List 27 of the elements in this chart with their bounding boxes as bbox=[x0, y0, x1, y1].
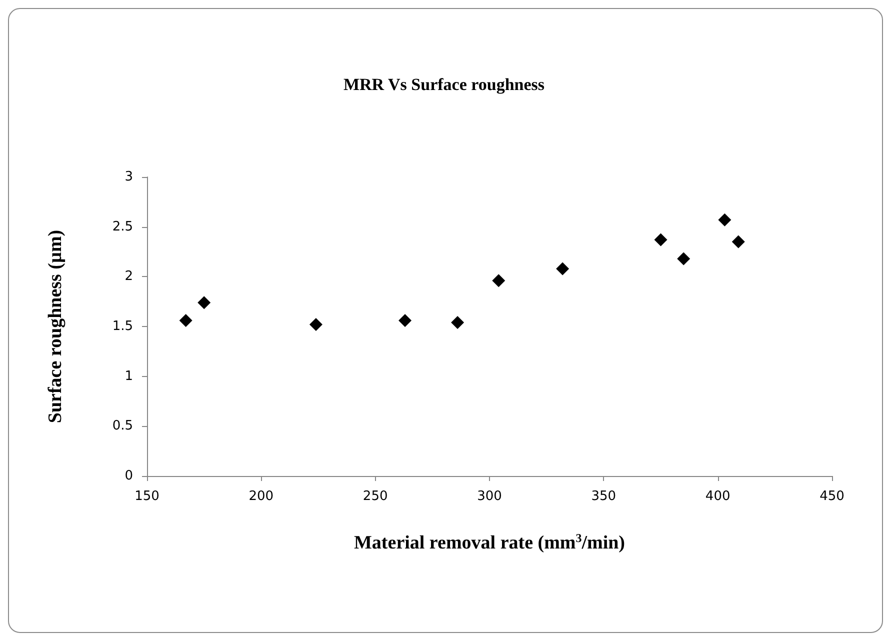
y-tick-label: 0 bbox=[124, 468, 133, 484]
point bbox=[732, 235, 745, 248]
point bbox=[654, 233, 668, 246]
point bbox=[398, 314, 412, 328]
point bbox=[556, 262, 570, 276]
y-axis-title: Surface roughness (µm) bbox=[45, 230, 66, 424]
y-tick-label: 1.5 bbox=[112, 319, 133, 334]
x-tick-label: 250 bbox=[362, 489, 388, 504]
y-tick-label: 3 bbox=[124, 170, 133, 184]
point bbox=[198, 296, 211, 310]
x-tick-label: 300 bbox=[477, 489, 502, 504]
x-tick-label: 200 bbox=[248, 489, 274, 504]
y-tick-label: 2 bbox=[124, 269, 133, 284]
point bbox=[677, 252, 690, 266]
point bbox=[309, 318, 322, 332]
x-tick-label: 150 bbox=[134, 489, 160, 504]
point bbox=[179, 314, 192, 328]
x-tick-label: 450 bbox=[820, 489, 844, 504]
y-tick-label: 2.5 bbox=[112, 219, 133, 234]
x-tick-label: 350 bbox=[591, 489, 616, 504]
x-tick-label: 400 bbox=[705, 489, 730, 504]
point bbox=[451, 316, 464, 330]
y-tick-label: 0.5 bbox=[112, 418, 133, 434]
point bbox=[718, 213, 732, 226]
point bbox=[492, 274, 506, 288]
y-tick-label: 1 bbox=[124, 368, 133, 384]
chart-title: MRR Vs Surface roughness bbox=[343, 75, 545, 94]
